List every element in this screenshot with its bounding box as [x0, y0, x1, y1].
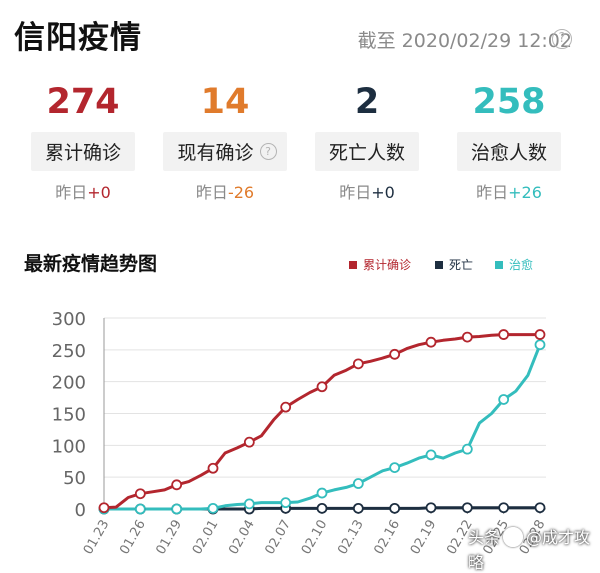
- stat-confirmed: 274 累计确诊 昨日+0: [8, 80, 158, 203]
- data-point: [498, 329, 510, 340]
- stat-deaths-label: 死亡人数: [314, 132, 419, 171]
- legend-swatch-confirmed: [349, 260, 357, 269]
- help-icon[interactable]: ?: [259, 143, 277, 160]
- watermark: 头条 @成才攻略: [468, 524, 600, 573]
- x-tick-label: 02.04: [226, 518, 258, 558]
- stat-active-label-box[interactable]: 现有确诊 ?: [163, 132, 287, 171]
- data-point: [316, 381, 328, 393]
- stat-active-label: 现有确诊: [177, 142, 254, 164]
- data-point: [389, 502, 401, 514]
- stat-recovered-change-value: +26: [508, 183, 542, 202]
- stat-recovered-change: 昨日+26: [434, 179, 584, 203]
- data-point: [134, 488, 146, 500]
- stat-deaths-change-value: +0: [371, 183, 395, 202]
- data-point: [389, 462, 401, 474]
- stat-deaths-value: 2: [354, 82, 380, 122]
- stat-recovered-label: 治愈人数: [456, 132, 561, 171]
- data-point: [207, 462, 219, 474]
- y-tick-label: 200: [52, 373, 86, 394]
- x-tick-label: 01.26: [117, 518, 149, 558]
- stat-confirmed-change: 昨日+0: [8, 179, 158, 203]
- data-point: [171, 503, 183, 515]
- data-point: [280, 401, 292, 413]
- y-tick-label: 50: [63, 468, 86, 489]
- data-point: [389, 348, 401, 360]
- stat-recovered-value: 258: [472, 82, 546, 122]
- y-tick-label: 150: [52, 405, 86, 426]
- page-title: 信阳疫情: [14, 20, 142, 56]
- stat-active-change: 昨日-26: [150, 179, 300, 203]
- watermark-brand: 头条: [468, 528, 501, 547]
- data-point: [352, 502, 364, 514]
- header: 信阳疫情 截至 2020/02/29 12:02 ?: [0, 0, 600, 70]
- stat-active-change-prefix: 昨日: [195, 183, 228, 202]
- x-tick-label: 01.29: [154, 518, 186, 558]
- data-point: [171, 479, 183, 491]
- legend-item-recovered[interactable]: 治愈: [495, 256, 533, 273]
- x-tick-label: 02.01: [190, 518, 222, 558]
- stat-confirmed-change-value: +0: [87, 183, 111, 202]
- data-point: [534, 502, 546, 514]
- stat-confirmed-label: 累计确诊: [30, 132, 135, 171]
- data-point: [98, 502, 110, 514]
- stat-deaths-change-prefix: 昨日: [339, 183, 372, 202]
- y-tick-label: 0: [75, 500, 86, 521]
- data-point: [534, 329, 546, 340]
- data-point: [280, 497, 292, 509]
- update-help-icon[interactable]: ?: [552, 29, 572, 49]
- y-tick-label: 100: [52, 436, 86, 457]
- x-tick-label: 02.10: [299, 518, 331, 558]
- data-point: [498, 394, 510, 405]
- chart-title: 最新疫情趋势图: [24, 253, 158, 275]
- watermark-logo-icon: [503, 526, 524, 547]
- stat-recovered: 258 治愈人数 昨日+26: [434, 80, 584, 203]
- y-tick-label: 300: [52, 309, 86, 330]
- stat-confirmed-change-prefix: 昨日: [55, 183, 88, 202]
- stat-recovered-change-prefix: 昨日: [476, 183, 509, 202]
- stat-confirmed-value: 274: [46, 82, 120, 122]
- data-point: [243, 436, 255, 448]
- data-point: [461, 331, 473, 343]
- x-tick-label: 02.16: [372, 518, 404, 558]
- data-point: [461, 443, 473, 455]
- stat-deaths: 2 死亡人数 昨日+0: [292, 80, 442, 203]
- legend-label-deaths: 死亡: [449, 258, 474, 272]
- x-tick-label: 02.07: [263, 518, 295, 558]
- data-point: [243, 498, 255, 510]
- legend-label-confirmed: 累计确诊: [363, 258, 412, 272]
- stat-active-value: 14: [200, 82, 250, 122]
- data-point: [352, 358, 364, 370]
- y-tick-label: 250: [52, 341, 86, 362]
- x-tick-label: 02.19: [408, 518, 440, 558]
- legend-item-confirmed[interactable]: 累计确诊: [349, 256, 411, 273]
- legend-swatch-deaths: [435, 260, 443, 269]
- data-point: [134, 503, 146, 515]
- stat-active: 14 现有确诊 ? 昨日-26: [150, 80, 300, 203]
- data-point: [316, 487, 328, 499]
- legend-swatch-recovered: [495, 260, 503, 269]
- data-point: [498, 502, 510, 514]
- data-point: [207, 502, 219, 514]
- data-point: [425, 502, 437, 514]
- x-tick-label: 01.23: [81, 518, 113, 558]
- x-tick-label: 02.13: [335, 518, 367, 558]
- legend-item-deaths[interactable]: 死亡: [435, 256, 473, 273]
- legend-label-recovered: 治愈: [509, 258, 534, 272]
- data-point: [461, 502, 473, 514]
- stat-deaths-change: 昨日+0: [292, 179, 442, 203]
- data-point: [534, 339, 546, 351]
- series-line-0: [102, 333, 542, 510]
- data-point: [316, 502, 328, 514]
- stat-active-change-value: -26: [227, 183, 255, 202]
- data-point: [425, 449, 437, 461]
- update-time: 截至 2020/02/29 12:02: [357, 30, 572, 52]
- series-line-2: [102, 343, 542, 511]
- data-point: [352, 478, 364, 489]
- data-point: [425, 336, 437, 348]
